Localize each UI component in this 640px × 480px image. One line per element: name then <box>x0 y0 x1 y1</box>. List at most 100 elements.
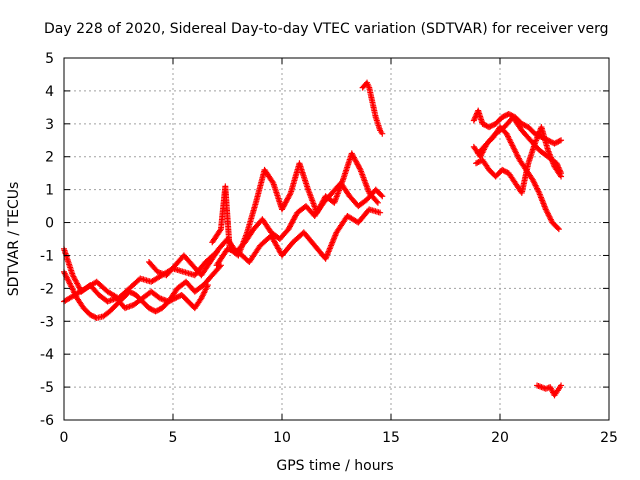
data-point <box>153 307 160 314</box>
data-point <box>356 165 363 172</box>
data-point <box>149 307 156 314</box>
axis-ticks: 0 5 10 15 20 25 -6 -5 -4 -3 -2 -1 0 1 2 3 4 5 <box>40 51 618 446</box>
plot-frame <box>63 57 610 421</box>
data-point <box>522 122 529 129</box>
y-tick-label: -5 <box>40 380 54 396</box>
y-tick-label: -4 <box>40 347 54 363</box>
data-point <box>488 122 495 129</box>
data-point <box>483 122 490 129</box>
data-point <box>500 167 507 174</box>
data-point <box>556 137 563 144</box>
data-point <box>558 137 565 144</box>
x-tick-label: 10 <box>273 430 291 446</box>
data-point <box>554 225 561 232</box>
x-tick-label: 15 <box>382 430 400 446</box>
series-trace-1 <box>61 249 220 305</box>
y-tick-label: 0 <box>45 216 54 232</box>
y-tick-label: 3 <box>45 117 54 133</box>
x-tick-label: 0 <box>60 430 69 446</box>
y-axis-title: SDTVAR / TECUs <box>6 182 22 297</box>
data-point <box>473 160 480 167</box>
data-point <box>499 114 506 121</box>
data-point <box>521 122 528 129</box>
data-point <box>130 290 137 297</box>
data-point <box>554 139 561 146</box>
data-point <box>152 308 159 315</box>
data-point <box>558 170 565 177</box>
data-point <box>505 110 512 117</box>
data-point <box>482 122 489 129</box>
y-tick-label: -1 <box>40 248 54 264</box>
series-trace-5 <box>209 150 381 259</box>
chart-title: Day 228 of 2020, Sidereal Day-to-day VTE… <box>44 21 609 37</box>
data-point <box>146 305 153 312</box>
data-point <box>503 168 510 175</box>
series-trace-7 <box>359 79 386 137</box>
data-point <box>379 130 386 137</box>
y-tick-label: -3 <box>40 314 54 330</box>
series-trace-9 <box>470 124 562 233</box>
data-point <box>486 124 493 131</box>
data-point <box>558 382 565 389</box>
data-point <box>551 140 558 147</box>
data-point <box>373 198 380 205</box>
series-trace-11 <box>475 114 565 177</box>
data-point <box>547 138 554 145</box>
data-point <box>501 112 508 119</box>
data-point <box>87 311 94 318</box>
grid <box>64 58 609 420</box>
data-layer <box>61 79 565 399</box>
data-point <box>173 294 180 301</box>
data-point <box>89 313 96 320</box>
data-point <box>217 227 224 234</box>
data-point <box>147 305 154 312</box>
series-trace-12 <box>534 382 565 399</box>
x-axis-title: GPS time / hours <box>276 458 393 474</box>
data-point <box>148 306 155 313</box>
y-tick-label: 2 <box>45 150 54 166</box>
series-trace-4 <box>146 180 386 279</box>
data-point <box>507 111 514 118</box>
data-point <box>88 312 95 319</box>
data-point <box>377 209 384 216</box>
data-point <box>555 226 562 233</box>
data-point <box>500 113 507 120</box>
series-trace-3 <box>61 245 224 312</box>
data-point <box>501 168 508 175</box>
data-point <box>548 139 555 146</box>
y-tick-label: -2 <box>40 281 54 297</box>
y-tick-label: 5 <box>45 51 54 67</box>
y-tick-label: 1 <box>45 183 54 199</box>
y-tick-label: 4 <box>45 84 54 100</box>
data-point <box>374 199 381 206</box>
x-tick-label: 25 <box>600 430 618 446</box>
data-point <box>552 139 559 146</box>
y-tick-label: -6 <box>40 413 54 429</box>
data-point <box>286 191 293 198</box>
data-point <box>555 138 562 145</box>
data-point <box>126 288 133 295</box>
data-point <box>480 121 487 128</box>
data-point <box>503 112 510 119</box>
data-point <box>156 306 163 313</box>
x-tick-label: 20 <box>491 430 509 446</box>
data-point <box>479 120 486 127</box>
data-point <box>129 289 136 296</box>
series-trace-2 <box>61 268 211 321</box>
data-point <box>378 192 385 199</box>
data-point <box>474 159 481 166</box>
x-tick-label: 5 <box>169 430 178 446</box>
data-point <box>91 313 98 320</box>
data-point <box>520 121 527 128</box>
data-point <box>490 122 497 129</box>
data-point <box>379 193 386 200</box>
series-trace-8 <box>470 107 565 147</box>
data-point <box>172 295 179 302</box>
data-point <box>499 166 506 173</box>
data-point <box>269 178 276 185</box>
data-point <box>155 307 162 314</box>
data-point <box>487 123 494 130</box>
data-point <box>174 293 181 300</box>
series-trace-6 <box>213 206 384 269</box>
